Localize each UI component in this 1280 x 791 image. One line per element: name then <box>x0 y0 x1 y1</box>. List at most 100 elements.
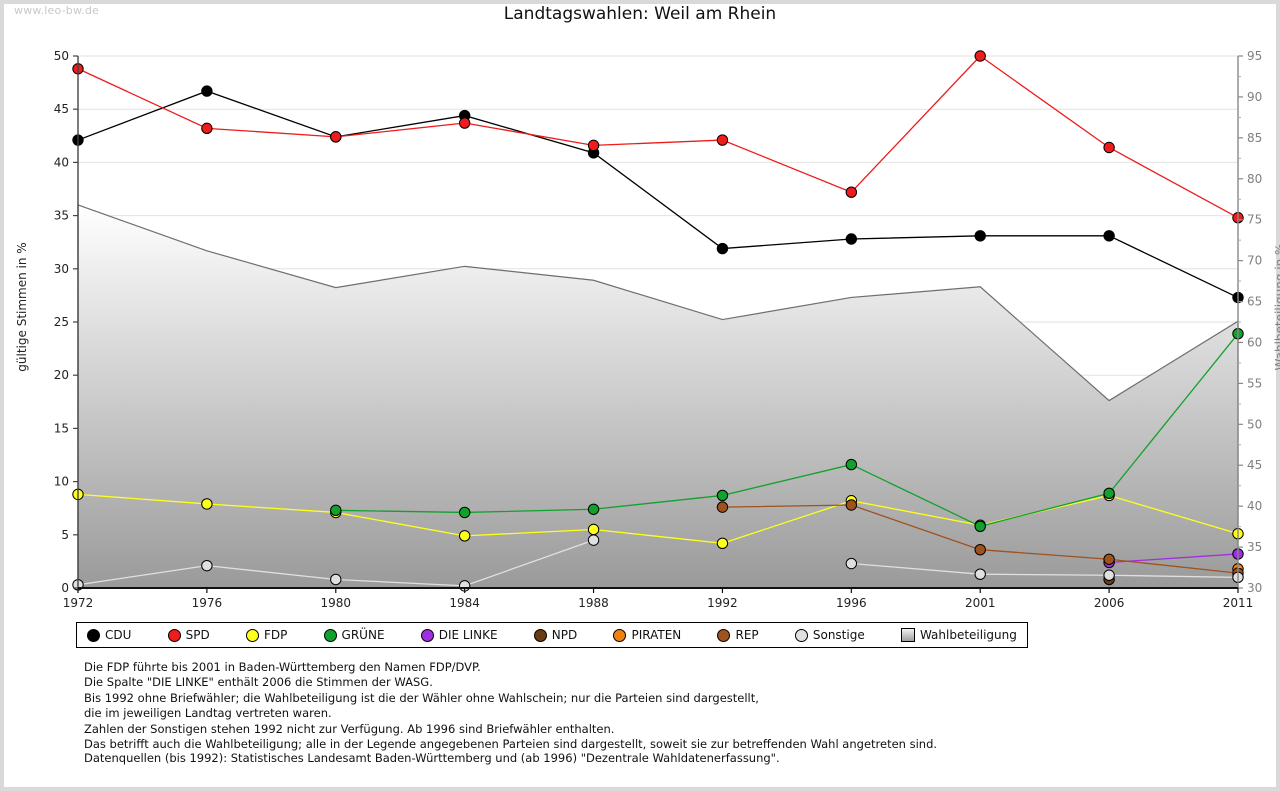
data-sources: Datenquellen (bis 1992): Statistisches L… <box>84 751 780 765</box>
legend-item-fdp[interactable]: FDP <box>245 628 288 642</box>
datapoint-spd-1996 <box>845 186 858 198</box>
datapoint-fdp-1976 <box>201 498 213 510</box>
x-tick-label-1988: 1988 <box>578 596 609 610</box>
datapoint-spd-1988 <box>587 139 600 152</box>
y-tick-label-left: 0 <box>61 581 69 595</box>
datapoint-spd-2006 <box>1103 141 1115 154</box>
y-tick-label-left: 20 <box>54 368 69 382</box>
footnote-line: Die FDP führte bis 2001 in Baden-Württem… <box>84 660 481 674</box>
y-tick-label-left: 50 <box>54 49 69 63</box>
datapoint-sonstige-2001 <box>974 568 986 580</box>
datapoint-spd-1976 <box>201 122 213 135</box>
datapoint-sonstige-2006 <box>1103 569 1115 581</box>
datapoint-spd-1992 <box>716 134 729 146</box>
datapoint-sonstige-1988 <box>587 534 600 546</box>
series-line-grüne <box>335 333 1239 527</box>
datapoint-rep-2006 <box>1103 553 1115 565</box>
x-tick-label-1976: 1976 <box>192 596 223 610</box>
legend-marker-dot-icon <box>420 628 434 642</box>
footnote-line: die im jeweiligen Landtag vertreten ware… <box>84 706 332 721</box>
legend-marker-dot-icon <box>87 628 100 642</box>
datapoint-fdp-1988 <box>587 523 600 536</box>
x-tick-label-2006: 2006 <box>1094 596 1125 610</box>
watermark: www.leo-bw.de <box>14 4 100 17</box>
datapoint-grüne-1980 <box>330 504 342 517</box>
legend-item-sonstige[interactable]: Sonstige <box>794 628 865 642</box>
y-tick-label-right: 75 <box>1247 213 1262 227</box>
y-tick-label-right: 95 <box>1247 49 1262 63</box>
legend-label: FDP <box>263 628 288 642</box>
legend-label: REP <box>735 628 759 642</box>
datapoint-grüne-1992 <box>716 489 729 502</box>
y-tick-label-right: 45 <box>1247 458 1262 472</box>
datapoint-rep-2001 <box>974 543 986 556</box>
datapoint-grüne-1996 <box>845 458 858 471</box>
legend-marker-dot-icon <box>323 628 337 642</box>
y-tick-label-right: 55 <box>1247 376 1262 390</box>
legend-label: NPD <box>551 628 578 642</box>
y-tick-label-left: 15 <box>54 421 69 435</box>
footnote-line: Das betrifft auch die Wahlbeteiligung; a… <box>84 737 938 752</box>
legend-marker-dot-icon <box>794 628 808 642</box>
y-tick-label-right: 80 <box>1247 172 1262 186</box>
datapoint-sonstige-1980 <box>330 573 342 586</box>
legend-marker-dot-icon <box>613 628 627 642</box>
footnote-line: Zahlen der Sonstigen stehen 1992 nicht z… <box>84 721 615 736</box>
legend-item-die-linke[interactable]: DIE LINKE <box>420 628 498 642</box>
legend-label: Sonstige <box>812 628 865 642</box>
datapoint-grüne-1984 <box>458 506 471 519</box>
datapoint-grüne-2001 <box>974 520 986 532</box>
y-tick-label-right: 50 <box>1247 417 1262 431</box>
x-tick-label-1996: 1996 <box>836 596 867 610</box>
chart-legend: CDU SPD FDP GRÜNE DIE LINKE NPD PIRATEN REP Sons… <box>76 622 1028 648</box>
datapoint-cdu-1996 <box>845 233 858 245</box>
y-tick-label-right: 30 <box>1247 581 1262 595</box>
legend-label: SPD <box>185 628 210 642</box>
y-tick-label-left: 30 <box>54 262 69 276</box>
y-tick-label-left: 35 <box>54 209 69 223</box>
datapoint-sonstige-1996 <box>845 557 858 570</box>
legend-marker-dot-icon <box>533 628 547 642</box>
datapoint-cdu-2006 <box>1103 230 1115 242</box>
legend-item-spd[interactable]: SPD <box>167 628 210 642</box>
x-tick-label-1984: 1984 <box>449 596 480 610</box>
legend-item-piraten[interactable]: PIRATEN <box>613 628 681 642</box>
legend-label: CDU <box>105 628 132 642</box>
y-tick-label-left: 10 <box>54 475 69 489</box>
legend-item-rep[interactable]: REP <box>717 628 759 642</box>
datapoint-spd-1980 <box>330 131 342 143</box>
legend-item-npd[interactable]: NPD <box>533 628 578 642</box>
y-tick-label-right: 35 <box>1247 540 1262 554</box>
datapoint-cdu-1976 <box>201 85 213 97</box>
y-tick-label-right: 65 <box>1247 295 1262 309</box>
legend-item-grüne[interactable]: GRÜNE <box>323 628 385 642</box>
legend-label: GRÜNE <box>341 628 385 642</box>
y-tick-label-right: 70 <box>1247 254 1262 268</box>
footnotes: Die FDP führte bis 2001 in Baden-Württem… <box>84 660 1184 752</box>
legend-label: Wahlbeteiligung <box>919 628 1017 642</box>
series-line-cdu <box>77 90 1239 299</box>
y-tick-label-left: 40 <box>54 155 69 169</box>
legend-item-wahlbeteiligung[interactable]: Wahlbeteiligung <box>900 628 1017 642</box>
datapoint-sonstige-1976 <box>201 559 213 572</box>
legend-marker-dot-icon <box>245 628 259 642</box>
datapoint-spd-1984 <box>458 117 471 129</box>
datapoint-grüne-2006 <box>1103 487 1115 500</box>
datapoint-cdu-2001 <box>974 230 986 242</box>
datapoint-rep-1996 <box>845 499 858 511</box>
y-tick-label-left: 5 <box>61 528 69 542</box>
datapoint-fdp-1984 <box>458 530 471 542</box>
y-tick-label-left: 45 <box>54 102 69 116</box>
y-tick-label-right: 40 <box>1247 499 1262 513</box>
legend-label: DIE LINKE <box>438 628 498 642</box>
footnote-line: Die Spalte "DIE LINKE" enthält 2006 die … <box>84 675 433 690</box>
y-tick-label-right: 85 <box>1247 131 1262 145</box>
footnote-line: Bis 1992 ohne Briefwähler; die Wahlbetei… <box>84 690 759 705</box>
x-tick-label-1992: 1992 <box>707 596 738 610</box>
y-tick-label-right: 60 <box>1247 335 1262 349</box>
page-title: Landtagswahlen: Weil am Rhein <box>503 4 777 24</box>
legend-marker-dot-icon <box>167 628 181 642</box>
legend-item-cdu[interactable]: CDU <box>87 628 131 642</box>
legend-marker-dot-icon <box>717 628 731 642</box>
